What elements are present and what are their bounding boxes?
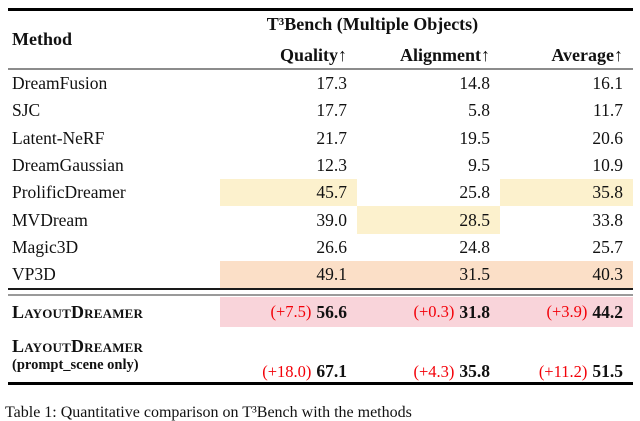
table-row: VP3D 49.1 31.5 40.3 (8, 261, 633, 289)
average-value-cell: (+11.2) 51.5 (500, 327, 633, 389)
method-name: MVDream (12, 209, 88, 230)
average-value-highlighted: (+3.9) 44.2 (500, 297, 633, 328)
method-name: Latent-NeRF (12, 127, 105, 148)
quality-value-highlighted: 45.7 (220, 179, 357, 207)
alignment-value: 25.8 (459, 182, 490, 203)
alignment-value: 14.8 (459, 73, 490, 94)
average-value: 20.6 (592, 127, 623, 148)
quality-value: 26.6 (316, 236, 347, 257)
table-top-rule (8, 8, 633, 11)
method-name: Magic3D (12, 236, 79, 257)
quality-value: 21.7 (316, 127, 347, 148)
table-caption: Table 1: Quantitative comparison on T³Be… (5, 404, 412, 421)
method-name: VP3D (12, 264, 56, 285)
alignment-value-highlighted: 28.5 (357, 206, 500, 234)
average-value: 16.1 (592, 73, 623, 94)
quality-value-cell: (+18.0) 67.1 (220, 327, 357, 389)
column-header-average: Average↑ (551, 45, 623, 65)
average-value: 51.5 (592, 361, 623, 382)
average-value: 25.7 (592, 236, 623, 257)
layoutdreamer-row: LayoutDreamer (+7.5) 56.6 (+0.3) 31.8 (+… (8, 297, 633, 328)
average-value-highlighted: 40.3 (500, 261, 633, 289)
quality-value-highlighted: 49.1 (220, 261, 357, 289)
group-title-t3bench: T³Bench (Multiple Objects) (266, 14, 479, 34)
subcolumn-headers: Quality↑ Alignment↑ Average↑ (220, 45, 633, 68)
alignment-value: 19.5 (459, 127, 490, 148)
quality-value: 17.7 (316, 100, 347, 121)
method-name-layoutdreamer: LayoutDreamer (12, 301, 144, 322)
average-value: 33.8 (592, 209, 623, 230)
quality-delta: (+7.5) (270, 302, 312, 322)
table-bottom-rule (8, 382, 633, 386)
average-delta: (+11.2) (538, 362, 588, 382)
layoutdreamer-prompt-scene-row: LayoutDreamer (prompt_scene only) (+18.0… (8, 327, 633, 382)
quality-value: 39.0 (316, 209, 347, 230)
method-name: DreamFusion (12, 73, 108, 94)
column-header-alignment: Alignment↑ (400, 45, 490, 65)
table-row: DreamFusion 17.3 14.8 16.1 (8, 70, 633, 97)
alignment-value: 35.8 (459, 361, 490, 382)
quality-delta: (+18.0) (262, 362, 312, 382)
quality-value: 56.6 (316, 301, 347, 322)
alignment-delta: (+0.3) (413, 302, 455, 322)
benchmark-table: Method T³Bench (Multiple Objects) Qualit… (8, 8, 633, 386)
table-row: ProlificDreamer 45.7 25.8 35.8 (8, 179, 633, 207)
method-subtitle: (prompt_scene only) (12, 356, 139, 373)
quality-value: 12.3 (316, 155, 347, 176)
alignment-value: 24.8 (459, 236, 490, 257)
table-row: Magic3D 26.6 24.8 25.7 (8, 234, 633, 261)
alignment-delta: (+4.3) (413, 362, 455, 382)
table-row: Latent-NeRF 21.7 19.5 20.6 (8, 125, 633, 152)
quality-value-highlighted: (+7.5) 56.6 (220, 297, 357, 328)
table-double-rule (8, 288, 633, 297)
method-name: ProlificDreamer (12, 182, 126, 203)
quality-value: 17.3 (316, 73, 347, 94)
table-row: MVDream 39.0 28.5 33.8 (8, 206, 633, 234)
table-header: Method T³Bench (Multiple Objects) Qualit… (8, 11, 633, 70)
alignment-value: 31.8 (459, 301, 490, 322)
average-value: 11.7 (593, 100, 623, 121)
method-name-layoutdreamer: LayoutDreamer (12, 335, 144, 356)
average-delta: (+3.9) (546, 302, 588, 322)
average-value: 10.9 (592, 155, 623, 176)
header-group: T³Bench (Multiple Objects) Quality↑ Alig… (220, 11, 633, 68)
average-value-highlighted: 35.8 (500, 179, 633, 207)
column-header-quality: Quality↑ (279, 45, 347, 65)
column-header-method: Method (12, 29, 72, 49)
alignment-value: 5.8 (468, 100, 490, 121)
alignment-value-cell: (+4.3) 35.8 (357, 327, 500, 389)
table-row: SJC 17.7 5.8 11.7 (8, 97, 633, 124)
method-name: DreamGaussian (12, 155, 124, 176)
table-row: DreamGaussian 12.3 9.5 10.9 (8, 152, 633, 179)
alignment-value-highlighted: (+0.3) 31.8 (357, 297, 500, 328)
alignment-value-highlighted: 31.5 (357, 261, 500, 289)
average-value: 44.2 (592, 301, 623, 322)
method-name-group: LayoutDreamer (prompt_scene only) (8, 327, 220, 382)
method-name: SJC (12, 100, 41, 121)
quality-value: 67.1 (316, 361, 347, 382)
alignment-value: 9.5 (468, 155, 490, 176)
